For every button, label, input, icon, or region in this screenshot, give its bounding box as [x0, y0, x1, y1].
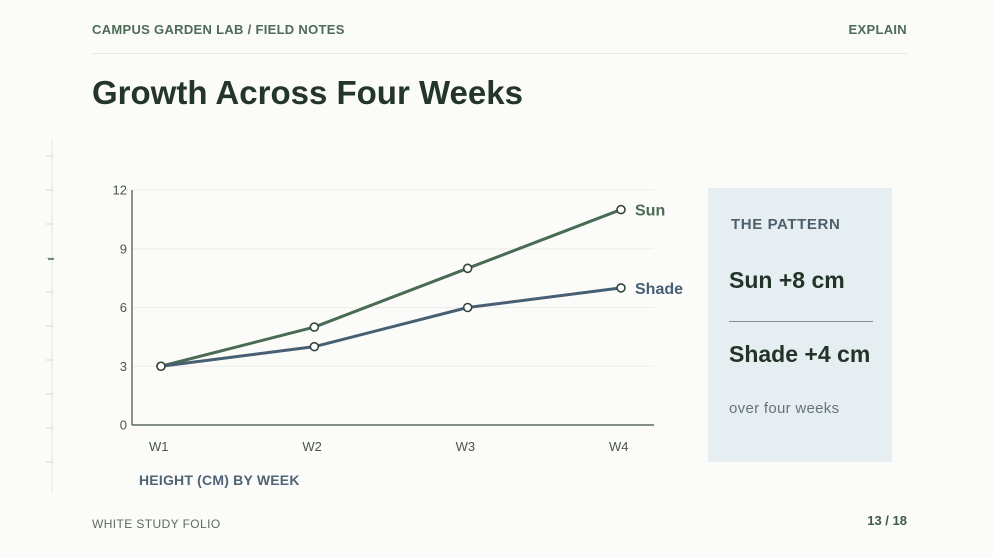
shade-data-point — [616, 283, 626, 293]
folio-label: WHITE STUDY FOLIO — [92, 517, 221, 531]
chart-gridlines — [132, 189, 654, 367]
sun-data-point — [309, 322, 320, 332]
slide-title: Growth Across Four Weeks — [92, 74, 523, 111]
y-tick-label: 9 — [120, 241, 127, 256]
margin-ruler — [46, 140, 54, 492]
summary-divider — [729, 321, 873, 322]
sun-data-point — [462, 263, 473, 274]
mode-label: EXPLAIN — [848, 22, 907, 37]
shade-data-point — [309, 341, 320, 352]
sun-growth-value: Sun +8 cm — [729, 267, 845, 293]
section-label: CAMPUS GARDEN LAB / FIELD NOTES — [92, 22, 345, 37]
x-tick-label: W4 — [609, 439, 629, 454]
y-tick-label: 3 — [120, 359, 127, 374]
shade-series-line — [160, 286, 622, 368]
y-tick-label: 12 — [113, 183, 127, 198]
page-number: 13 / 18 — [867, 513, 907, 528]
y-tick-label: 6 — [120, 300, 127, 315]
shade-growth-value: Shade +4 cm — [729, 341, 871, 367]
summary-heading: THE PATTERN — [731, 216, 841, 233]
x-tick-label: W1 — [149, 439, 169, 454]
sun-series-line — [160, 208, 622, 368]
header-divider — [92, 53, 907, 54]
x-tick-label: W2 — [302, 439, 322, 454]
shade-data-point — [462, 302, 473, 313]
x-axis-label: HEIGHT (CM) BY WEEK — [139, 472, 300, 488]
shade-data-point — [156, 361, 166, 372]
sun-data-point — [616, 204, 626, 215]
y-tick-label: 0 — [120, 418, 127, 433]
sun-series-label: Sun — [635, 203, 665, 220]
x-tick-label: W3 — [456, 439, 476, 454]
summary-note: over four weeks — [729, 400, 840, 417]
pattern-summary-card: THE PATTERN Sun +8 cm Shade +4 cm over f… — [708, 188, 892, 462]
shade-series-label: Shade — [635, 281, 683, 298]
